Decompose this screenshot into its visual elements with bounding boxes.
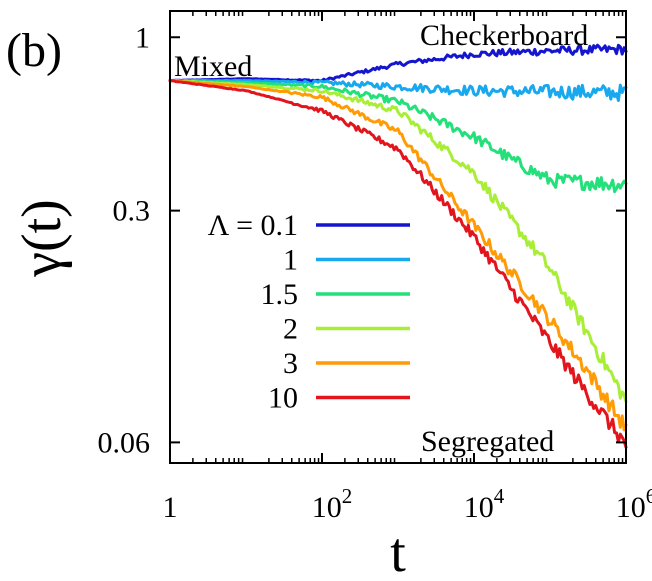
legend-label-lambda-1: 1 — [283, 244, 298, 277]
series-line-lambda-1 — [168, 78, 628, 102]
legend-label-lambda-10: 10 — [268, 382, 298, 415]
y-axis-title: γ(t) — [11, 199, 73, 278]
y-tick-label: 0.3 — [113, 195, 151, 228]
annotation-segregated: Segregated — [421, 425, 554, 458]
legend-label-lambda-0p1: Λ = 0.1 — [208, 209, 298, 242]
series-line-lambda-10 — [168, 79, 628, 449]
plot-frame — [169, 10, 627, 464]
annotation-checkerboard: Checkerboard — [420, 19, 588, 52]
x-tick-base: 10 — [464, 491, 494, 524]
annotation-mixed: Mixed — [174, 50, 252, 83]
x-tick-base: 1 — [163, 491, 178, 524]
x-tick-exponent: 6 — [646, 484, 652, 508]
series-line-lambda-3 — [168, 79, 628, 432]
series-line-lambda-2 — [168, 79, 628, 404]
series-line-lambda-0p1 — [168, 43, 628, 83]
y-tick-label: 1 — [135, 21, 150, 54]
x-tick-label: 106 — [616, 484, 652, 524]
legend-label-lambda-1p5: 1.5 — [261, 278, 299, 311]
x-tick-exponent: 2 — [342, 484, 353, 508]
series-layer — [168, 43, 628, 449]
panel-label: (b) — [6, 24, 62, 77]
y-tick-label: 0.06 — [98, 426, 151, 459]
x-tick-label: 1 — [163, 491, 178, 524]
x-tick-base: 10 — [312, 491, 342, 524]
x-tick-exponent: 4 — [494, 484, 505, 508]
x-tick-base: 10 — [616, 491, 646, 524]
x-tick-label: 102 — [312, 484, 353, 524]
x-axis-title: t — [390, 522, 406, 581]
series-line-lambda-1p5 — [168, 79, 628, 194]
x-tick-label: 104 — [464, 484, 505, 524]
legend-label-lambda-3: 3 — [283, 347, 298, 380]
legend-label-lambda-2: 2 — [283, 313, 298, 346]
